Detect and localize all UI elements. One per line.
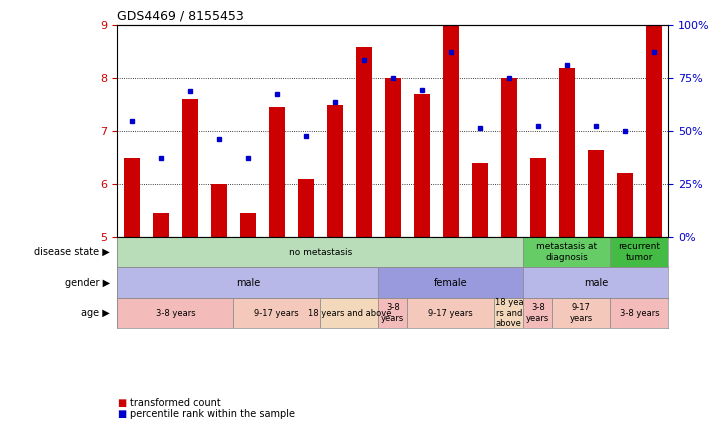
Text: 9-17 years: 9-17 years <box>429 308 474 318</box>
Bar <box>501 78 517 237</box>
Bar <box>117 267 378 298</box>
Bar <box>588 150 604 237</box>
Bar <box>321 298 378 328</box>
Text: percentile rank within the sample: percentile rank within the sample <box>130 409 295 419</box>
Bar <box>327 105 343 237</box>
Bar <box>472 163 488 237</box>
Bar <box>617 173 633 237</box>
Bar <box>610 237 668 267</box>
Bar <box>356 47 372 237</box>
Bar <box>117 298 233 328</box>
Bar <box>378 267 523 298</box>
Text: 18 years and above: 18 years and above <box>308 308 391 318</box>
Bar <box>298 179 314 237</box>
Text: female: female <box>434 277 468 288</box>
Bar <box>378 298 407 328</box>
Bar <box>240 213 256 237</box>
Text: 3-8 years: 3-8 years <box>619 308 659 318</box>
Bar <box>153 213 169 237</box>
Bar <box>530 158 546 237</box>
Bar <box>559 68 574 237</box>
Text: transformed count: transformed count <box>130 398 221 408</box>
Bar <box>610 298 668 328</box>
Text: 3-8
years: 3-8 years <box>381 303 405 323</box>
Bar <box>552 298 610 328</box>
Text: gender ▶: gender ▶ <box>65 277 110 288</box>
Text: ■: ■ <box>117 398 127 408</box>
Text: male: male <box>584 277 608 288</box>
Bar <box>211 184 227 237</box>
Bar <box>233 298 321 328</box>
Bar <box>523 298 552 328</box>
Bar <box>269 107 285 237</box>
Text: disease state ▶: disease state ▶ <box>34 247 110 257</box>
Text: recurrent
tumor: recurrent tumor <box>619 242 661 262</box>
Text: 9-17
years: 9-17 years <box>570 303 593 323</box>
Text: 9-17 years: 9-17 years <box>255 308 299 318</box>
Text: metastasis at
diagnosis: metastasis at diagnosis <box>536 242 597 262</box>
Text: ■: ■ <box>117 409 127 419</box>
Bar <box>182 99 198 237</box>
Bar <box>385 78 401 237</box>
Text: no metastasis: no metastasis <box>289 247 352 257</box>
Text: 3-8
years: 3-8 years <box>526 303 550 323</box>
Bar <box>494 298 523 328</box>
Bar <box>646 25 662 237</box>
Bar <box>407 298 494 328</box>
Bar <box>117 237 523 267</box>
Bar <box>414 94 430 237</box>
Bar <box>443 25 459 237</box>
Text: male: male <box>235 277 260 288</box>
Bar <box>124 158 140 237</box>
Text: GDS4469 / 8155453: GDS4469 / 8155453 <box>117 10 244 23</box>
Text: 18 yea
rs and
above: 18 yea rs and above <box>495 298 523 328</box>
Text: 3-8 years: 3-8 years <box>156 308 195 318</box>
Bar <box>523 237 610 267</box>
Text: age ▶: age ▶ <box>82 308 110 318</box>
Bar <box>523 267 668 298</box>
